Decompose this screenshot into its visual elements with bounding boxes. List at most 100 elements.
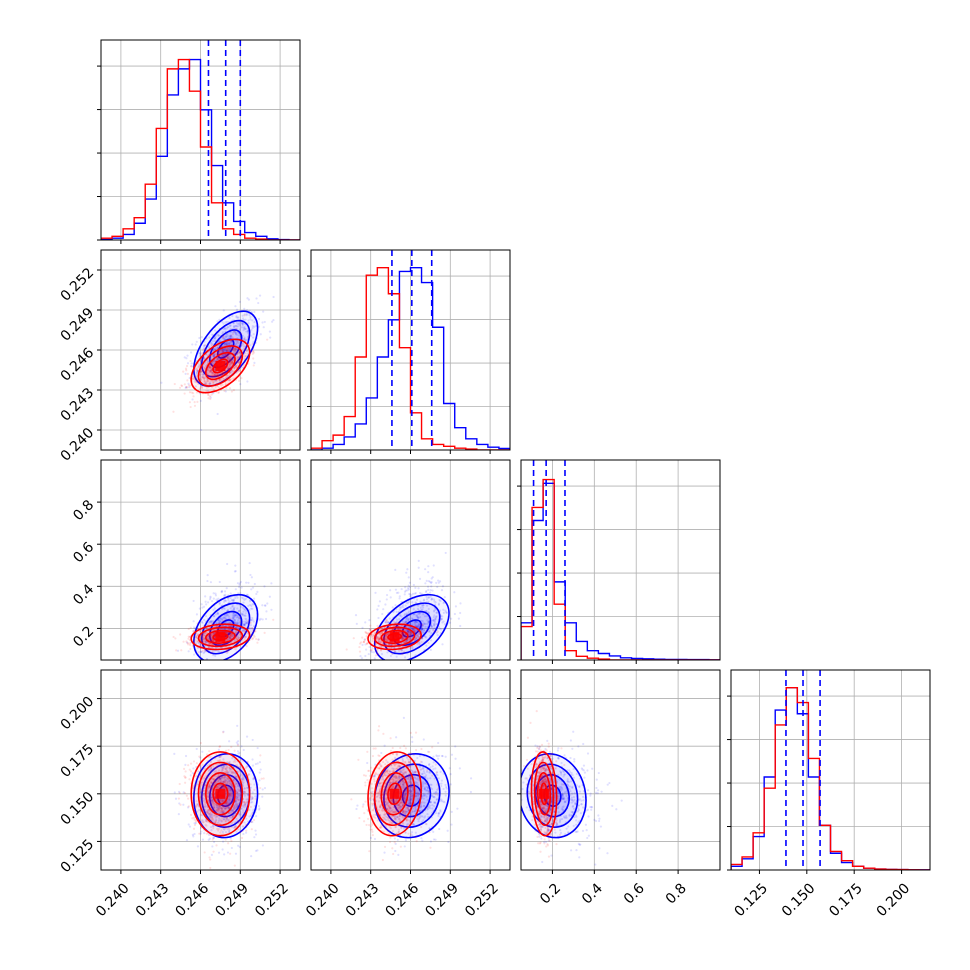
- blue-point: [232, 613, 235, 616]
- blue-point: [232, 322, 235, 325]
- red-point: [208, 626, 212, 629]
- blue-point: [230, 809, 234, 812]
- blue-point: [247, 581, 250, 584]
- red-point: [366, 632, 369, 635]
- blue-point: [374, 591, 377, 594]
- red-point: [249, 630, 253, 633]
- red-point: [208, 365, 211, 368]
- blue-point: [227, 346, 231, 350]
- red-point: [235, 352, 239, 355]
- red-point: [226, 638, 230, 642]
- blue-point: [221, 617, 224, 620]
- blue-point: [237, 634, 240, 637]
- red-point: [252, 350, 255, 353]
- blue-point: [236, 626, 239, 629]
- red-point: [251, 627, 254, 630]
- blue-point: [417, 624, 421, 627]
- red-point: [232, 654, 235, 657]
- blue-point: [413, 621, 417, 624]
- blue-point: [231, 336, 234, 339]
- blue-point: [421, 606, 425, 609]
- blue-point: [216, 806, 219, 809]
- blue-point: [195, 372, 198, 375]
- blue-point: [427, 607, 430, 611]
- blue-point: [232, 358, 235, 362]
- red-point: [202, 638, 205, 641]
- blue-point: [259, 617, 262, 620]
- blue-point: [192, 620, 195, 623]
- red-point: [221, 619, 224, 622]
- blue-point: [226, 613, 229, 617]
- blue-point: [225, 779, 228, 782]
- blue-point: [265, 610, 268, 613]
- red-point: [229, 628, 232, 631]
- blue-point: [397, 627, 400, 630]
- red-point: [403, 635, 407, 638]
- blue-point: [243, 313, 246, 316]
- red-point: [217, 350, 220, 354]
- blue-point: [217, 621, 221, 625]
- blue-point: [417, 612, 420, 615]
- blue-point: [387, 621, 390, 624]
- blue-point: [214, 654, 217, 657]
- red-point: [415, 636, 418, 639]
- blue-point: [243, 598, 246, 601]
- red-point: [370, 649, 374, 652]
- blue-point: [222, 818, 225, 821]
- blue-point: [193, 822, 196, 825]
- blue-point: [217, 851, 221, 854]
- red-point: [413, 629, 417, 632]
- blue-point: [228, 324, 232, 327]
- red-point: [236, 359, 239, 362]
- blue-point: [244, 339, 247, 342]
- blue-point: [261, 321, 264, 324]
- red-point: [360, 641, 363, 644]
- red-point: [210, 639, 213, 642]
- blue-point: [412, 583, 415, 587]
- red-point: [187, 637, 190, 640]
- blue-point: [186, 354, 189, 357]
- red-point: [187, 635, 190, 638]
- red-point: [203, 373, 206, 376]
- blue-point: [234, 588, 237, 591]
- blue-point: [228, 316, 231, 319]
- blue-point: [199, 650, 202, 653]
- blue-point: [222, 780, 225, 783]
- blue-point: [246, 329, 250, 332]
- blue-point: [229, 327, 232, 330]
- red-point: [236, 631, 239, 634]
- blue-point: [402, 604, 405, 607]
- blue-point: [208, 366, 211, 369]
- red-point: [238, 351, 241, 354]
- blue-point: [411, 627, 414, 630]
- blue-point: [209, 595, 212, 598]
- red-point: [227, 353, 230, 356]
- blue-point: [208, 785, 212, 789]
- blue-point: [228, 789, 231, 792]
- blue-point: [225, 342, 228, 345]
- blue-point: [224, 599, 228, 603]
- red-point: [220, 384, 223, 387]
- blue-point: [422, 631, 425, 634]
- red-point: [237, 636, 240, 639]
- red-point: [216, 357, 219, 360]
- red-point: [402, 637, 406, 640]
- blue-point: [226, 780, 229, 783]
- blue-point: [208, 809, 211, 812]
- blue-point: [206, 389, 210, 392]
- red-point: [407, 632, 410, 635]
- blue-point: [212, 614, 216, 618]
- red-point: [216, 373, 219, 376]
- blue-point: [203, 618, 206, 622]
- blue-point: [245, 314, 248, 317]
- red-point: [218, 351, 221, 354]
- blue-point: [198, 630, 201, 633]
- red-point: [247, 334, 251, 337]
- red-point: [229, 348, 232, 351]
- blue-point: [225, 327, 228, 330]
- blue-point: [229, 334, 232, 337]
- blue-point: [241, 613, 244, 616]
- blue-point: [425, 579, 428, 582]
- blue-point: [427, 620, 430, 623]
- blue-point: [220, 776, 224, 779]
